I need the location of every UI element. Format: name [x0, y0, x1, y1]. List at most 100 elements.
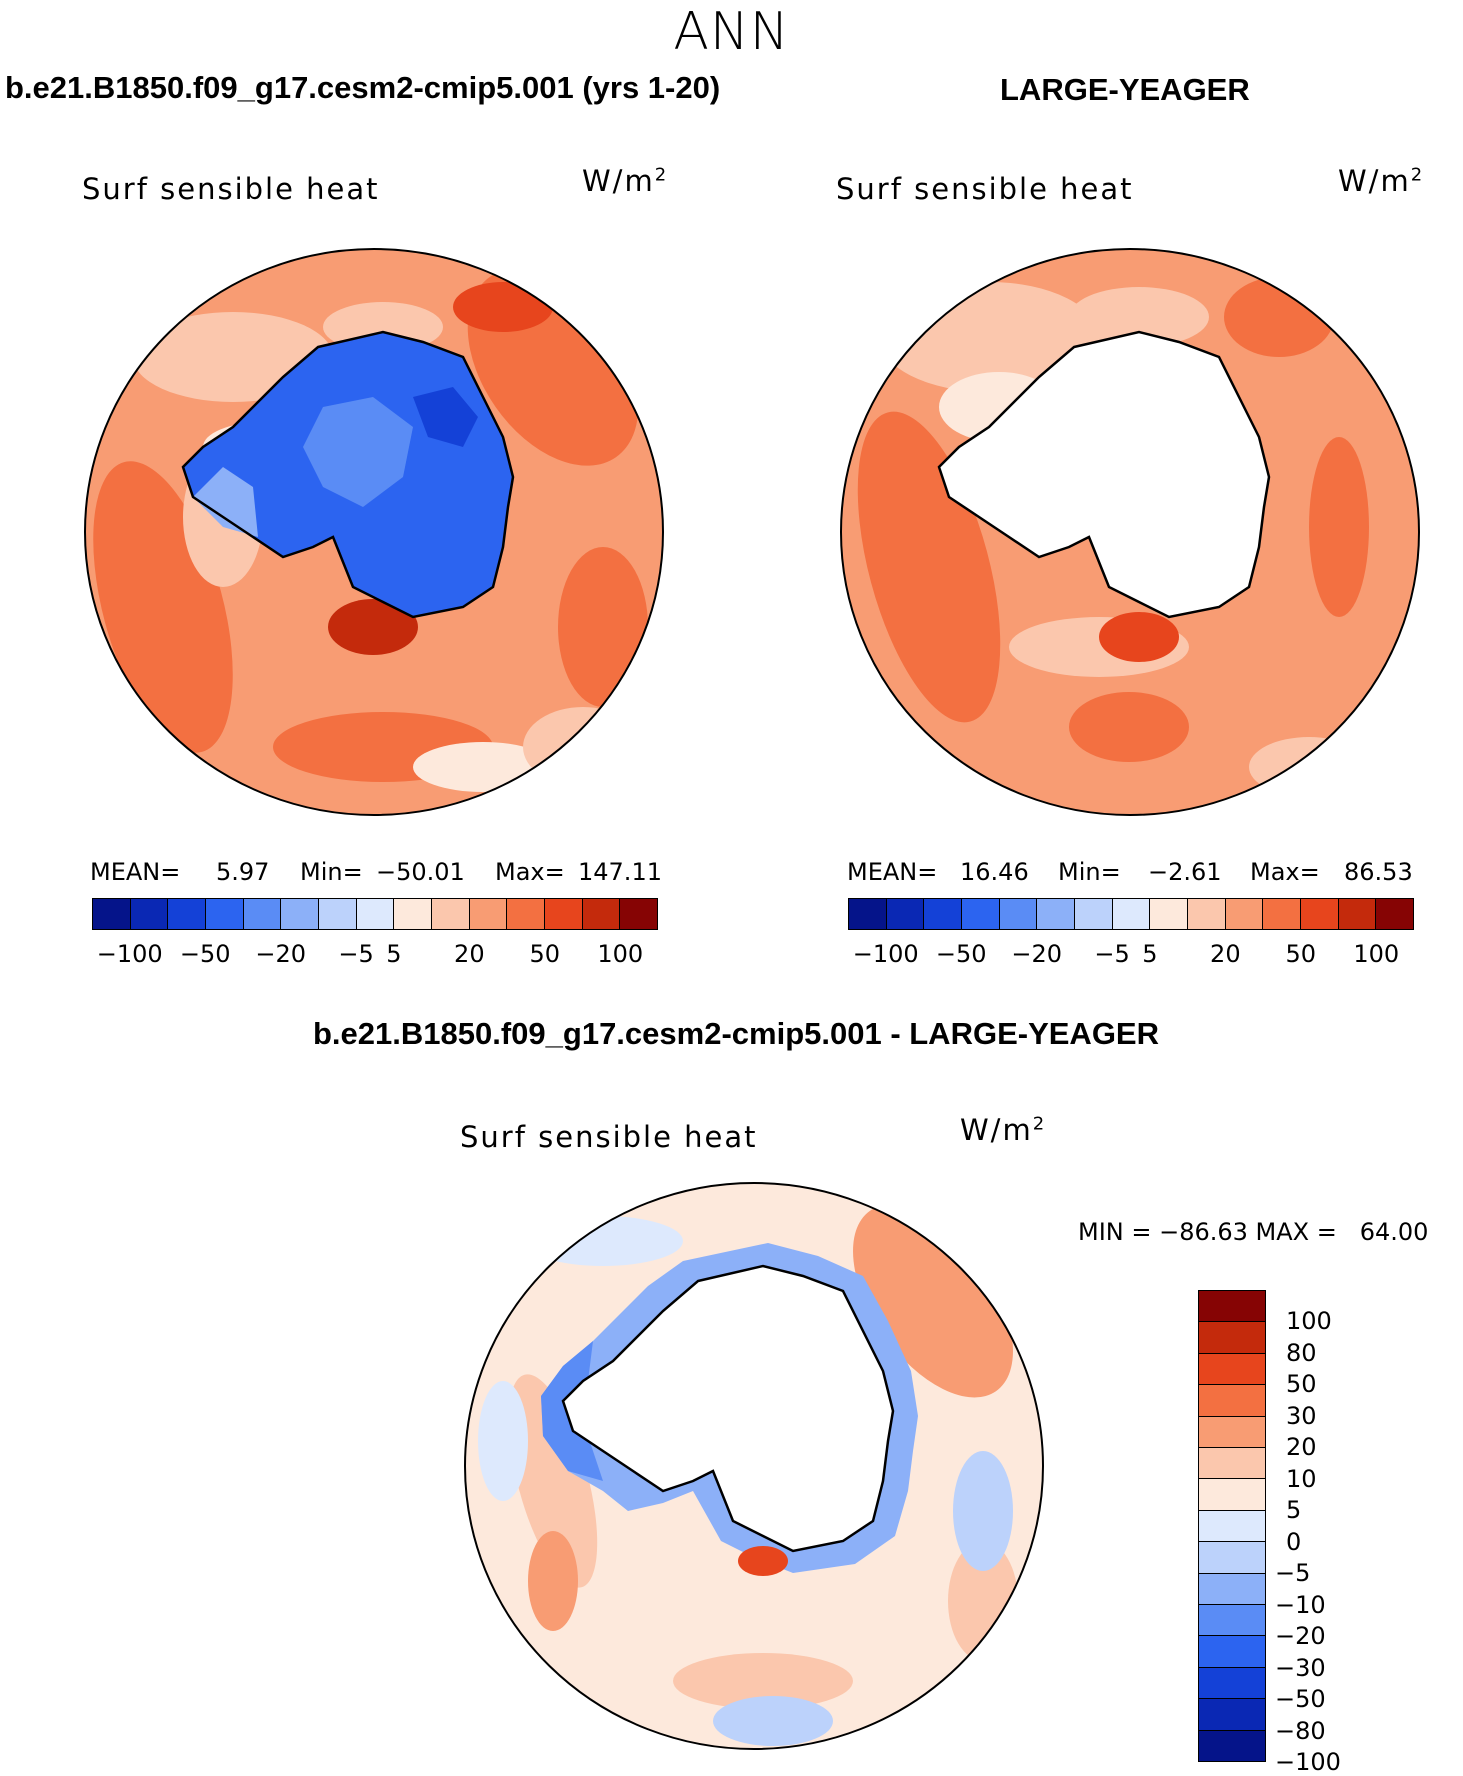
- panel2-field-patch: [1099, 612, 1179, 662]
- panel3-title: b.e21.B1850.f09_g17.cesm2-cmip5.001 - LA…: [313, 1016, 1159, 1051]
- colorbar-swatch: [1075, 899, 1113, 929]
- panel3-min-max-label: MIN = −86.63 MAX = 64.00: [1078, 1218, 1429, 1246]
- colorbar-swatch: [545, 899, 583, 929]
- panel3-field-patch: [853, 1204, 1013, 1398]
- colorbar-swatch: [1199, 1291, 1265, 1323]
- panel1-max-value: 147.11: [578, 858, 662, 886]
- colorbar-tick-label: 50: [1286, 1370, 1317, 1399]
- panel2-polar-map: [840, 248, 1420, 816]
- colorbar-swatch: [1199, 1542, 1265, 1574]
- colorbar-tick-label: 100: [1286, 1307, 1332, 1336]
- colorbar-swatch: [924, 899, 963, 929]
- colorbar-swatch: [1199, 1353, 1265, 1386]
- colorbar-swatch: [469, 899, 508, 929]
- panel3-field-patch: [738, 1546, 788, 1576]
- colorbar-swatch: [1338, 899, 1377, 929]
- colorbar-swatch: [1199, 1479, 1265, 1511]
- panel3-colorbar: [1198, 1290, 1266, 1762]
- colorbar-swatch: [93, 899, 131, 929]
- panel3-map-border: [464, 1182, 1044, 1750]
- colorbar-swatch: [1150, 899, 1189, 929]
- colorbar-swatch: [849, 899, 887, 929]
- panel1-field-patch: [328, 599, 418, 655]
- panel3-polar-map: [464, 1182, 1044, 1750]
- panel2-field-patch: [1309, 437, 1369, 617]
- colorbar-swatch: [1199, 1573, 1265, 1606]
- colorbar-swatch: [1037, 899, 1076, 929]
- colorbar-tick-label: 50: [1285, 940, 1317, 968]
- colorbar-tick-label: −100: [96, 940, 163, 968]
- panel1-field-patch: [558, 547, 648, 707]
- panel2-title: LARGE-YEAGER: [1000, 72, 1250, 107]
- panel2-field-patch: [1249, 737, 1369, 797]
- panel1-polar-map: [84, 248, 664, 816]
- colorbar-tick-label: 20: [454, 940, 485, 968]
- panel2-min-value: −2.61: [1148, 858, 1222, 886]
- colorbar-tick-label: 0: [1286, 1527, 1302, 1556]
- panel3-field-patch: [478, 1381, 528, 1501]
- colorbar-swatch: [1199, 1667, 1265, 1700]
- colorbar-tick-label: −50: [179, 940, 231, 968]
- panel1-min-value: −50.01: [376, 858, 465, 886]
- panel1-units-label: W/m2: [582, 164, 667, 198]
- panel1-field-patch: [413, 387, 478, 447]
- panel3-field-patch: [713, 1696, 833, 1746]
- colorbar-tick-label: 5: [1142, 940, 1158, 968]
- panel1-max-label: Max=: [495, 858, 565, 886]
- panel2-max-label: Max=: [1250, 858, 1320, 886]
- panel2-field-patch: [1069, 692, 1189, 762]
- panel2-antarctica-mask: [937, 330, 1271, 619]
- colorbar-tick-label: −100: [1275, 1748, 1341, 1776]
- panel2-mean-label: MEAN=: [847, 858, 938, 886]
- colorbar-swatch: [1199, 1510, 1265, 1543]
- panel1-field-patch: [453, 282, 553, 332]
- colorbar-tick-label: 80: [1286, 1338, 1317, 1367]
- panel2-units-label: W/m2: [1338, 164, 1423, 198]
- colorbar-swatch: [582, 899, 621, 929]
- colorbar-swatch: [1199, 1385, 1265, 1417]
- colorbar-tick-label: −20: [1011, 940, 1062, 968]
- colorbar-swatch: [507, 899, 546, 929]
- panel2-max-value: 86.53: [1344, 858, 1413, 886]
- colorbar-tick-label: −5: [1094, 940, 1130, 968]
- colorbar-tick-label: −100: [852, 940, 919, 968]
- panel2-mean-value: 16.46: [960, 858, 1029, 886]
- colorbar-swatch: [1199, 1416, 1265, 1449]
- colorbar-swatch: [1301, 899, 1339, 929]
- colorbar-swatch: [432, 899, 470, 929]
- colorbar-swatch: [1199, 1636, 1265, 1668]
- panel3-variable-label: Surf sensible heat: [460, 1120, 758, 1154]
- colorbar-swatch: [1199, 1730, 1265, 1762]
- colorbar-tick-label: −80: [1275, 1716, 1326, 1745]
- panel3-field-patch: [953, 1451, 1013, 1571]
- colorbar-swatch: [1263, 899, 1302, 929]
- panel1-min-label: Min=: [300, 858, 363, 886]
- panel1-field-patch: [303, 397, 413, 507]
- panel3-units-label: W/m2: [960, 1113, 1045, 1147]
- page-title: ANN: [673, 2, 790, 62]
- colorbar-tick-label: 20: [1210, 940, 1241, 968]
- colorbar-swatch: [243, 899, 282, 929]
- colorbar-tick-label: 100: [597, 940, 644, 968]
- colorbar-swatch: [394, 899, 433, 929]
- panel2-colorbar: [848, 898, 1414, 930]
- colorbar-swatch: [1199, 1322, 1265, 1354]
- colorbar-swatch: [999, 899, 1038, 929]
- colorbar-swatch: [620, 899, 658, 929]
- colorbar-swatch: [1199, 1448, 1265, 1480]
- colorbar-tick-label: 50: [529, 940, 561, 968]
- colorbar-tick-label: −20: [255, 940, 306, 968]
- panel1-field-patch: [523, 707, 643, 787]
- colorbar-swatch: [962, 899, 1000, 929]
- panel1-mean-label: MEAN=: [90, 858, 181, 886]
- panel1-field-patch: [193, 467, 258, 537]
- colorbar-tick-label: 5: [1286, 1496, 1302, 1525]
- colorbar-swatch: [281, 899, 320, 929]
- colorbar-swatch: [1199, 1699, 1265, 1731]
- colorbar-swatch: [168, 899, 207, 929]
- panel3-field-patch: [673, 1653, 853, 1709]
- panel3-field-patch: [528, 1531, 578, 1631]
- colorbar-tick-label: −5: [1275, 1559, 1311, 1588]
- panel2-map-border: [840, 248, 1420, 816]
- colorbar-swatch: [319, 899, 357, 929]
